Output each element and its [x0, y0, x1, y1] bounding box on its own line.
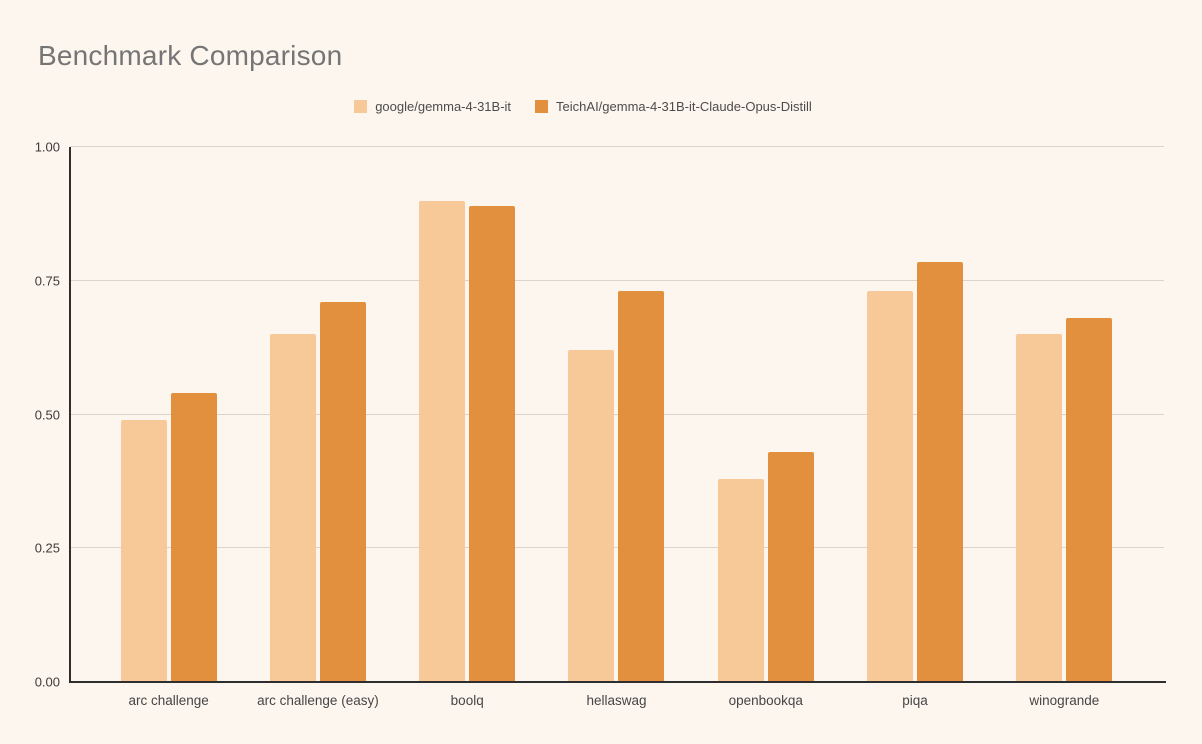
bar-pair [867, 147, 964, 682]
gridline [70, 413, 1164, 415]
bar-group: openbookqa [691, 147, 840, 708]
x-category-label: arc challenge [128, 693, 209, 708]
bar-distill-model[interactable] [767, 451, 814, 682]
legend-item[interactable]: google/gemma-4-31B-it [354, 99, 511, 114]
bar-distill-model[interactable] [469, 205, 516, 682]
x-category-label: hellaswag [586, 693, 647, 708]
bar-group: hellaswag [542, 147, 691, 708]
x-category-label: openbookqa [728, 693, 803, 708]
bar-distill-model[interactable] [917, 262, 964, 682]
plot-area: 0.00 0.25 0.50 0.75 1.00 arc challenge arc ch… [35, 140, 1166, 708]
x-category-label: piqa [902, 693, 928, 708]
bar-group: arc challenge [94, 147, 243, 708]
bar-pair [568, 147, 665, 682]
bar-distill-model[interactable] [1066, 318, 1113, 682]
bar-baseline-model[interactable] [120, 419, 167, 682]
bar-baseline-model[interactable] [1016, 334, 1063, 682]
bar-group: boolq [393, 147, 542, 708]
x-category-label: boolq [450, 693, 484, 708]
legend: google/gemma-4-31B-it TeichAI/gemma-4-31B… [0, 99, 1166, 114]
gridline [70, 146, 1164, 147]
x-category-label: winogrande [1029, 693, 1100, 708]
x-category-label: arc challenge (easy) [257, 693, 379, 708]
y-axis-line [69, 147, 71, 682]
y-tick-label: 0.25 [34, 540, 60, 556]
bar-group: arc challenge (easy) [243, 147, 392, 708]
y-tick-label: 1.00 [34, 139, 60, 155]
legend-swatch-icon [535, 100, 549, 113]
bar-pair [419, 147, 516, 682]
bar-group: winogrande [990, 147, 1139, 708]
bar-group: piqa [840, 147, 989, 708]
bar-baseline-model[interactable] [717, 478, 764, 682]
legend-swatch-icon [354, 100, 368, 113]
y-tick-label: 0.00 [34, 674, 60, 690]
bar-baseline-model[interactable] [269, 334, 316, 682]
bar-distill-model[interactable] [170, 393, 217, 682]
bar-groups: arc challenge arc challenge (easy) boolq he… [94, 147, 1139, 708]
legend-item[interactable]: TeichAI/gemma-4-31B-it-Claude-Opus-Disti… [535, 99, 812, 114]
y-tick-label: 0.50 [34, 407, 60, 422]
x-axis-line [69, 681, 1166, 683]
bar-pair [269, 147, 366, 682]
bar-distill-model[interactable] [319, 302, 366, 682]
gridline [70, 547, 1164, 549]
y-axis-ticks: 0.00 0.25 0.50 0.75 1.00 [0, 140, 60, 690]
chart-title: Benchmark Comparison [38, 40, 343, 71]
bar-pair [717, 147, 814, 682]
legend-label: TeichAI/gemma-4-31B-it-Claude-Opus-Disti… [556, 99, 812, 114]
bar-pair [120, 147, 217, 682]
bar-baseline-model[interactable] [568, 350, 615, 682]
bar-pair [1016, 147, 1113, 682]
bar-baseline-model[interactable] [419, 200, 466, 682]
gridline [70, 279, 1164, 281]
bar-distill-model[interactable] [618, 291, 665, 682]
legend-label: google/gemma-4-31B-it [375, 99, 512, 114]
bar-baseline-model[interactable] [867, 291, 914, 682]
y-tick-label: 0.75 [34, 273, 60, 289]
